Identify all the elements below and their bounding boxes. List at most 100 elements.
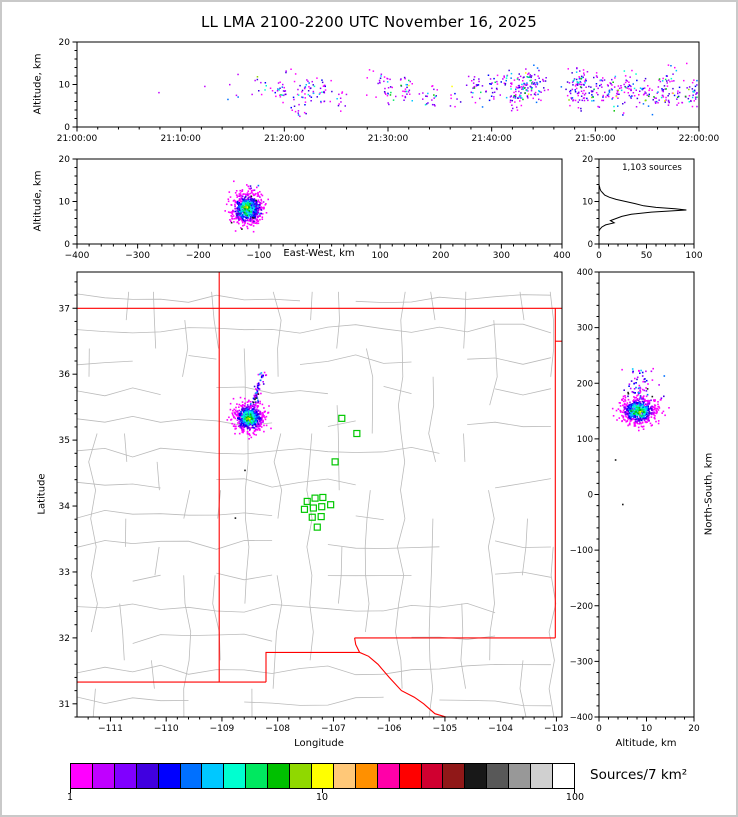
y-axis-label-ew-height: Altitude, km	[32, 170, 44, 232]
colorbar	[70, 763, 575, 789]
x-axis-label-ew-height: East-West, km	[283, 248, 355, 259]
colorbar-cell	[135, 764, 158, 788]
colorbar-tick-100: 100	[565, 792, 585, 803]
sources-count-annotation: 1,103 sources	[622, 163, 682, 173]
lma-station-marker	[311, 494, 319, 502]
tick-label: 21:00:00	[57, 134, 98, 144]
y-axis-label-ns-height: North-South, km	[703, 452, 715, 536]
time-alt-points	[158, 62, 698, 118]
colorbar-cell	[71, 764, 92, 788]
lma-station-marker	[303, 497, 311, 506]
tick-label: 35	[59, 436, 70, 446]
lma-station-marker	[331, 458, 339, 466]
x-axis-label-ns-height: Altitude, km	[615, 738, 677, 749]
lma-station-marker	[327, 501, 335, 509]
state-borders	[77, 272, 562, 717]
tick-label: −111	[98, 724, 123, 734]
tick-label: 22:00:00	[679, 134, 720, 144]
colorbar-cell	[376, 764, 399, 788]
alt-histogram-curve	[599, 159, 687, 244]
ns-alt-points	[611, 367, 670, 506]
tick-label: 10	[582, 198, 593, 208]
panel-frame-A	[76, 41, 700, 128]
colorbar-cell	[223, 764, 246, 788]
lma-station-marker	[317, 512, 325, 521]
colorbar-cell	[332, 764, 355, 788]
ew-alt-points	[224, 180, 269, 233]
tick-label: 100	[685, 251, 702, 261]
colorbar-cell	[551, 764, 574, 788]
lma-station-marker	[300, 505, 309, 513]
tick-label: −400	[570, 713, 593, 723]
figure-title: LL LMA 2100-2200 UTC November 16, 2025	[200, 13, 538, 31]
tick-label: 0	[588, 240, 593, 250]
tick-label: 0	[588, 491, 593, 501]
county-borders	[77, 291, 557, 717]
tick-label: −400	[65, 251, 90, 261]
tick-label: −108	[265, 724, 290, 734]
colorbar-cell	[464, 764, 487, 788]
tick-label: 400	[553, 251, 570, 261]
tick-label: 20	[59, 155, 71, 165]
tick-label: 200	[577, 379, 593, 389]
colorbar-cell	[486, 764, 509, 788]
tick-label: 10	[59, 198, 71, 208]
colorbar-tick-10: 10	[315, 792, 329, 803]
colorbar-cell	[398, 764, 421, 788]
lma-station-marker	[309, 504, 317, 512]
tick-label: 0	[596, 724, 602, 734]
tick-label: 100	[372, 251, 389, 261]
tick-label: 33	[59, 568, 70, 578]
tick-label: 0	[64, 240, 70, 250]
colorbar-cell	[179, 764, 202, 788]
colorbar-cell	[310, 764, 333, 788]
lma-station-marker	[318, 503, 326, 511]
plan-points	[226, 371, 272, 519]
tick-label: 0	[64, 123, 70, 133]
colorbar-cell	[508, 764, 531, 788]
tick-label: 36	[59, 370, 71, 380]
y-axis-label-plan: Latitude	[36, 473, 48, 515]
x-axis-label-plan: Longitude	[294, 738, 344, 749]
tick-label: −107	[321, 724, 346, 734]
tick-label: 10	[59, 81, 71, 91]
tick-label: 21:20:00	[264, 134, 305, 144]
tick-label: 50	[641, 251, 653, 261]
lma-station-marker	[353, 429, 361, 438]
colorbar-cell	[420, 764, 443, 788]
colorbar-cell	[91, 764, 114, 788]
tick-label: −200	[570, 602, 593, 612]
tick-label: 32	[59, 634, 70, 644]
colorbar-tick-1: 1	[66, 792, 74, 803]
panel-frame-B	[76, 158, 563, 245]
tick-label: 200	[432, 251, 449, 261]
y-axis-label-time-height: Altitude, km	[32, 53, 44, 115]
tick-label: −110	[154, 724, 179, 734]
tick-label: 37	[59, 304, 70, 314]
tick-label: 100	[577, 435, 593, 445]
tick-label: 300	[493, 251, 510, 261]
tick-label: −100	[570, 546, 593, 556]
axes: 21:00:00 21:10:00 21:20:00 21:30:00 21:40:00…	[57, 38, 720, 793]
tick-label: −300	[125, 251, 150, 261]
tick-label: −106	[377, 724, 402, 734]
tick-label: 0	[596, 251, 602, 261]
tick-label: −300	[570, 657, 593, 667]
tick-label: 400	[577, 268, 593, 278]
colorbar-cell	[530, 764, 552, 788]
lma-station-marker	[338, 414, 346, 422]
colorbar-label: Sources/7 km²	[590, 767, 688, 783]
colorbar-cell	[442, 764, 465, 788]
tick-label: 20	[59, 38, 71, 48]
lma-station-marker	[319, 493, 327, 502]
lma-stations	[300, 414, 361, 531]
lma-station-marker	[308, 513, 316, 521]
tick-label: 21:50:00	[575, 134, 616, 144]
lma-station-marker	[313, 523, 321, 531]
tick-label: 20	[582, 155, 593, 165]
tick-label: −100	[247, 251, 272, 261]
colorbar-cell	[201, 764, 224, 788]
tick-label: −109	[210, 724, 235, 734]
